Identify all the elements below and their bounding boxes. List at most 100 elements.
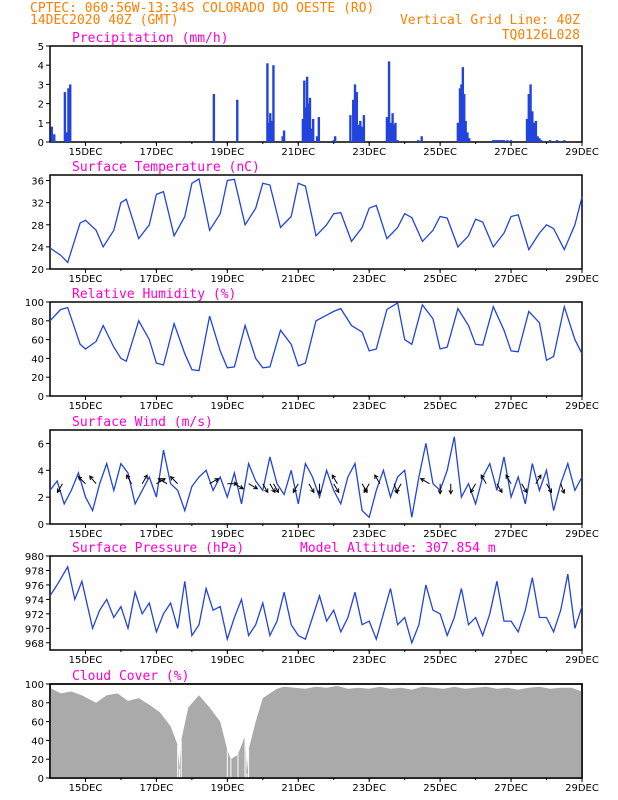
temperature-xtick-label: 25DEC [423,274,457,285]
precipitation-bar [355,92,358,142]
wind-arrow [89,475,97,485]
precipitation-bar [499,140,502,142]
precipitation-bar [385,117,389,142]
precipitation-ytick-label: 3 [38,80,44,91]
wind-ytick-label: 6 [38,439,44,450]
cloud-cover-ytick-label: 20 [31,755,44,766]
precipitation-bar [495,140,499,142]
precipitation-bar [270,120,273,142]
precipitation-bar [236,99,239,142]
precipitation-xtick-label: 21DEC [281,147,315,158]
wind-arrow-head [363,488,368,494]
wind-ytick-label: 4 [38,466,44,477]
wind-arrow [234,483,244,490]
pressure-ytick-label: 978 [25,566,44,577]
pressure-xtick-label: 29DEC [565,655,599,666]
wind-arrow [505,474,512,484]
precipitation-bar [360,126,364,142]
temperature-ytick-label: 24 [31,243,44,254]
pressure-xtick-label: 17DEC [140,655,174,666]
wind-xtick-label: 27DEC [494,529,528,540]
precipitation-bar [67,88,70,142]
cloud-cover-ytick-label: 40 [31,736,44,747]
precipitation-xtick-label: 15DEC [69,147,103,158]
pressure-xtick-label: 23DEC [352,655,386,666]
pressure-title: Surface Pressure (hPa) [72,541,244,556]
temperature-xtick-label: 15DEC [69,274,103,285]
precipitation-bar [464,120,467,142]
pressure-ytick-label: 972 [25,610,44,621]
precipitation-bar [65,132,69,142]
wind-xtick-label: 17DEC [140,529,174,540]
humidity-line [49,301,583,372]
wind-arrow [546,483,552,493]
temperature-xtick-label: 17DEC [140,274,174,285]
wind-arrow-head [395,488,400,494]
cloud-cover-ytick-label: 100 [25,680,44,691]
precipitation-bar [548,140,552,142]
wind-arrow-head [437,489,443,495]
wind-arrow-head [335,488,340,494]
wind-xtick-label: 15DEC [69,529,103,540]
header-model: TQ0126L028 [502,28,580,43]
precipitation-bar [493,140,497,142]
precipitation-bar [282,130,286,142]
precipitation-bar [310,128,313,142]
wind-arrow-head [233,481,239,487]
precipitation-ytick-label: 1 [38,119,44,130]
precipitation-bar [502,140,506,142]
wind-arrow [170,476,179,485]
precipitation-xtick-label: 17DEC [140,147,174,158]
panel-pressure: Surface Pressure (hPa) Model Altitude: 30… [25,541,599,666]
wind-arrow [158,478,168,485]
temperature-ytick-label: 36 [31,177,44,188]
wind-title: Surface Wind (m/s) [72,415,213,430]
pressure-xtick-label: 19DEC [210,655,244,666]
wind-arrow-head [523,488,528,494]
wind-arrow-head [126,474,131,480]
header-station: CPTEC: 060:56W-13:34S COLORADO DO OESTE … [30,1,374,16]
precipitation-bar [266,63,269,142]
precipitation-bar [509,140,513,142]
precipitation-bar [396,140,399,142]
wind-arrow-head [77,475,83,481]
humidity-xtick-label: 19DEC [210,401,244,412]
header-grid-line: Vertical Grid Line: 40Z [400,13,580,28]
precipitation-bar [359,120,362,142]
precipitation-xtick-label: 25DEC [423,147,457,158]
precipitation-bar [281,136,284,142]
precipitation-title: Precipitation (mm/h) [72,31,229,46]
precipitation-bar [540,140,543,142]
precipitation-ytick-label: 2 [38,100,44,111]
wind-arrow [269,483,276,493]
wind-arrow-head [271,488,276,494]
wind-arrow [156,478,166,485]
precipitation-bar [69,84,72,142]
precipitation-bar [305,76,309,142]
wind-arrow-head [253,485,259,490]
precipitation-bar [307,103,310,142]
humidity-ytick-label: 40 [31,354,44,365]
wind-arrow [560,483,565,494]
precipitation-bar [461,67,465,142]
wind-arrow-head [374,474,379,480]
precipitation-bar [362,115,366,142]
cloud-cover-title: Cloud Cover (%) [72,669,189,684]
wind-arrow [331,474,338,484]
panel-precipitation: Precipitation (mm/h) 0 1 2 3 4 5 15DEC 17DEC 19DE… [38,31,599,158]
precipitation-bar [352,99,355,142]
precipitation-bar [394,122,397,142]
wind-xtick-label: 29DEC [565,529,599,540]
wind-arrow [308,483,315,493]
precipitation-bar [531,111,534,142]
precipitation-bar [212,94,216,142]
cloud-cover-xtick-label: 17DEC [140,783,174,794]
panel-wind: Surface Wind (m/s) 0 2 4 6 15DEC 17DEC 19DEC 21D… [38,415,599,540]
cloud-cover-xtick-label: 25DEC [423,783,457,794]
cloud-cover-xtick-label: 15DEC [69,783,103,794]
wind-arrow [141,474,148,484]
wind-arrow-head [239,485,245,490]
panel-cloud-cover: Cloud Cover (%) 0 20 40 60 80 100 15DEC 17DEC 19D… [25,669,599,794]
precipitation-bar [392,124,396,142]
